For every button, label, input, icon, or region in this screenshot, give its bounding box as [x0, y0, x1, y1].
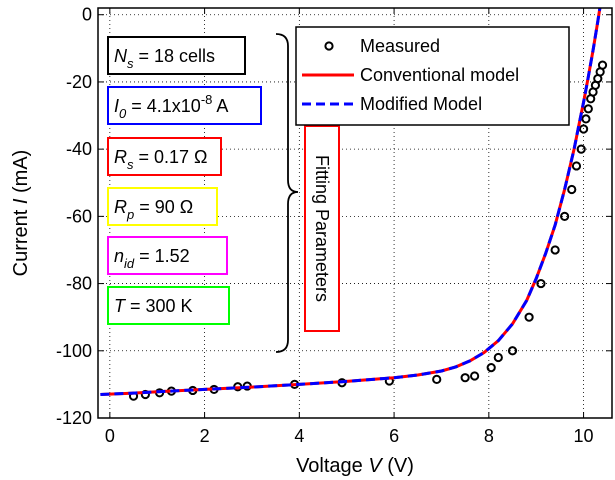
fitting-parameters-label: Fitting Parameters — [312, 155, 332, 302]
parameter-symbol: n — [114, 246, 124, 266]
parameter-value: = 90 Ω — [134, 197, 193, 217]
parameter-text: Rp = 90 Ω — [114, 197, 193, 222]
parameter-symbol: T — [114, 296, 127, 316]
x-axis-label-unit: (V) — [382, 455, 414, 477]
parameter-symbol: N — [114, 46, 128, 66]
x-tick-label: 4 — [294, 426, 304, 446]
parameter-subscript: s — [127, 157, 134, 172]
measured-point — [524, 312, 534, 322]
parameter-text: T = 300 K — [114, 296, 193, 316]
curly-brace — [275, 33, 299, 353]
series-layer — [100, 8, 608, 401]
plot-frame — [97, 7, 613, 419]
parameter-text: I0 = 4.1x10-8 A — [114, 92, 228, 121]
y-tick-label: -100 — [56, 341, 92, 361]
y-tick-label: -20 — [66, 72, 92, 92]
measured-point — [597, 60, 608, 70]
parameter-subscript: 0 — [119, 106, 127, 121]
legend-entry-label: Conventional model — [360, 65, 519, 85]
measured-point — [560, 211, 570, 221]
x-tick-label: 0 — [105, 426, 115, 446]
measured-point — [536, 278, 546, 289]
parameter-text: Ns = 18 cells — [114, 46, 215, 71]
measured-point — [578, 124, 589, 134]
parameter-box — [107, 36, 246, 75]
parameter-value: = 0.17 Ω — [134, 147, 208, 167]
parameter-box — [107, 236, 228, 275]
y-tick-label: -120 — [56, 408, 92, 428]
parameter-symbol: I — [114, 96, 119, 116]
parameter-superscript: -8 — [201, 92, 213, 107]
legend-entry-label: Modified Model — [360, 94, 482, 114]
axis-labels: Voltage V (V) Current I (mA) — [10, 150, 414, 477]
measured-point — [571, 161, 582, 171]
parameter-box — [107, 86, 262, 125]
measured-point — [432, 374, 442, 384]
x-tick-label: 2 — [200, 426, 210, 446]
measured-point — [493, 352, 503, 363]
parameter-value: = 1.52 — [134, 246, 190, 266]
parameter-value: = 4.1x10 — [126, 96, 201, 116]
axis-ticks: 0 2 4 6 8 100-20-40-60-80-100-120 — [56, 5, 612, 446]
y-tick-label: -80 — [66, 274, 92, 294]
x-axis-label-text: Voltage — [296, 455, 368, 477]
measured-point — [581, 114, 591, 124]
y-axis-label: Current I (mA) — [10, 150, 32, 277]
y-tick-label: -40 — [66, 139, 92, 159]
parameter-value: = 18 cells — [134, 46, 216, 66]
y-axis-label-unit: (mA) — [10, 150, 32, 199]
measured-point — [576, 144, 586, 154]
parameter-value: = 300 K — [125, 296, 193, 316]
fitting-label-box — [304, 125, 340, 332]
x-axis-label-variable: V — [368, 455, 383, 477]
parameter-box — [107, 187, 218, 226]
measured-point — [470, 371, 480, 381]
y-axis-label-variable: I — [10, 198, 32, 204]
y-axis-label-text: Current — [10, 204, 32, 276]
measured-point — [567, 184, 577, 195]
x-tick-label: 8 — [484, 426, 494, 446]
measured-point — [507, 346, 518, 356]
legend: Measured Conventional model Modified Model — [295, 26, 570, 126]
measured-point — [550, 245, 560, 255]
parameter-symbol: R — [114, 197, 127, 217]
parameter-subscript: s — [127, 56, 134, 71]
parameter-box — [107, 137, 222, 176]
x-axis-label: Voltage V (V) — [296, 455, 414, 477]
measured-point — [583, 104, 593, 114]
measured-point — [486, 362, 496, 373]
y-tick-label: -60 — [66, 206, 92, 226]
measured-point — [460, 373, 470, 383]
x-tick-label: 10 — [574, 426, 594, 446]
legend-entry-label: Measured — [360, 36, 440, 56]
parameter-box — [107, 286, 230, 325]
parameter-symbol: R — [114, 147, 127, 167]
parameter-subscript: p — [126, 207, 134, 222]
series-measured — [128, 60, 608, 401]
legend-marker-measured — [324, 41, 334, 51]
series-modified-model-line — [100, 8, 602, 396]
y-tick-label: 0 — [82, 5, 92, 25]
parameter-text: nid = 1.52 — [114, 246, 190, 271]
parameter-subscript: id — [124, 256, 135, 271]
parameter-text: Rs = 0.17 Ω — [114, 147, 208, 172]
parameter-unit: A — [212, 96, 228, 116]
measured-point — [140, 389, 150, 400]
x-tick-label: 6 — [389, 426, 399, 446]
